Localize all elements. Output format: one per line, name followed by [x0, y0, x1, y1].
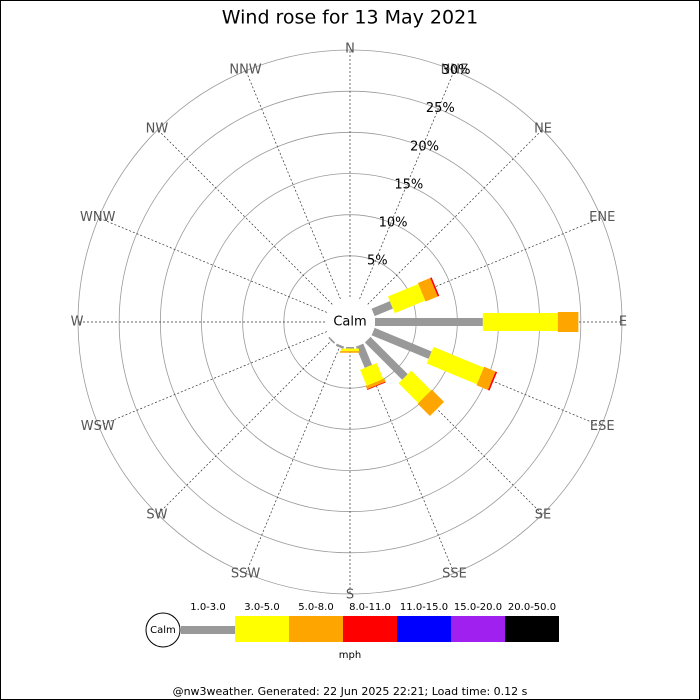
direction-label: SE: [535, 508, 551, 523]
bar-segment: [557, 312, 579, 332]
legend-calm-label: Calm: [150, 625, 176, 636]
bar-segment: [482, 313, 558, 331]
calm-circle: [325, 297, 375, 347]
direction-label: ESE: [590, 419, 615, 434]
bar-segment: [346, 347, 354, 349]
r-tick-label: 15%: [394, 177, 423, 192]
spoke: [245, 70, 341, 300]
bar-segment: [487, 371, 498, 391]
legend-swatch: [451, 616, 505, 642]
direction-label: NE: [534, 121, 552, 136]
bar-segment: [355, 343, 373, 368]
legend-label: 11.0-15.0: [400, 602, 448, 613]
spoke: [157, 339, 333, 515]
direction-label: NNW: [229, 62, 261, 77]
grid-ring: [77, 49, 623, 595]
bar-segment: [417, 389, 445, 417]
bar-segment: [340, 351, 360, 353]
bar-segment: [360, 362, 384, 386]
direction-label: NNE: [441, 62, 469, 77]
r-tick-label: 5%: [367, 253, 388, 268]
bar-segment: [387, 283, 426, 314]
bar-segment: [430, 277, 440, 297]
direction-label: N: [345, 42, 355, 57]
calm-label: Calm: [333, 315, 366, 330]
chart-title: Wind rose for 13 May 2021: [222, 7, 479, 29]
r-tick-label: 25%: [426, 101, 455, 116]
r-tick-label: 30%: [442, 63, 471, 78]
spoke: [367, 129, 543, 305]
bar-segment: [365, 378, 386, 390]
direction-label: S: [346, 588, 354, 603]
legend-label: 1.0-3.0: [190, 602, 225, 613]
spoke: [359, 70, 455, 300]
direction-label: ENE: [589, 210, 615, 225]
direction-label: SSW: [231, 567, 261, 582]
legend-swatch: [181, 626, 235, 634]
spoke: [245, 344, 341, 574]
direction-label: WSW: [81, 419, 115, 434]
legend-label: 20.0-50.0: [508, 602, 556, 613]
bar-segment: [364, 336, 408, 380]
unit-label: mph: [339, 650, 361, 661]
bar-segment: [341, 348, 359, 352]
legend-label: 15.0-20.0: [454, 602, 502, 613]
bar-segment: [417, 277, 438, 302]
legend-label: 3.0-5.0: [244, 602, 279, 613]
bar-segment: [476, 366, 496, 390]
spoke: [98, 217, 328, 313]
legend-calm: [145, 612, 181, 648]
bar-segment: [371, 301, 393, 317]
legend-swatch: [289, 616, 343, 642]
legend-swatch: [505, 616, 559, 642]
direction-label: SSE: [442, 567, 467, 582]
direction-label: E: [619, 315, 627, 330]
direction-label: SW: [146, 508, 167, 523]
legend-swatch: [397, 616, 451, 642]
r-tick-label: 10%: [379, 215, 408, 230]
bar-segment: [328, 336, 336, 344]
legend-label: 5.0-8.0: [298, 602, 333, 613]
bar-segment: [335, 343, 345, 349]
bar-segment: [426, 346, 484, 385]
legend-swatch: [343, 616, 397, 642]
legend-label: 8.0-11.0: [349, 602, 391, 613]
bar-segment: [375, 318, 483, 326]
direction-label: NW: [146, 121, 169, 136]
spoke: [157, 129, 333, 305]
spoke: [98, 331, 328, 427]
bar-segment: [371, 327, 432, 359]
footer: @nw3weather. Generated: 22 Jun 2025 22:2…: [173, 685, 528, 698]
direction-label: WNW: [80, 210, 116, 225]
bar-segment: [398, 370, 432, 404]
direction-label: W: [71, 315, 84, 330]
bar-segment: [367, 381, 386, 390]
legend-swatch: [235, 616, 289, 642]
r-tick-label: 20%: [410, 139, 439, 154]
